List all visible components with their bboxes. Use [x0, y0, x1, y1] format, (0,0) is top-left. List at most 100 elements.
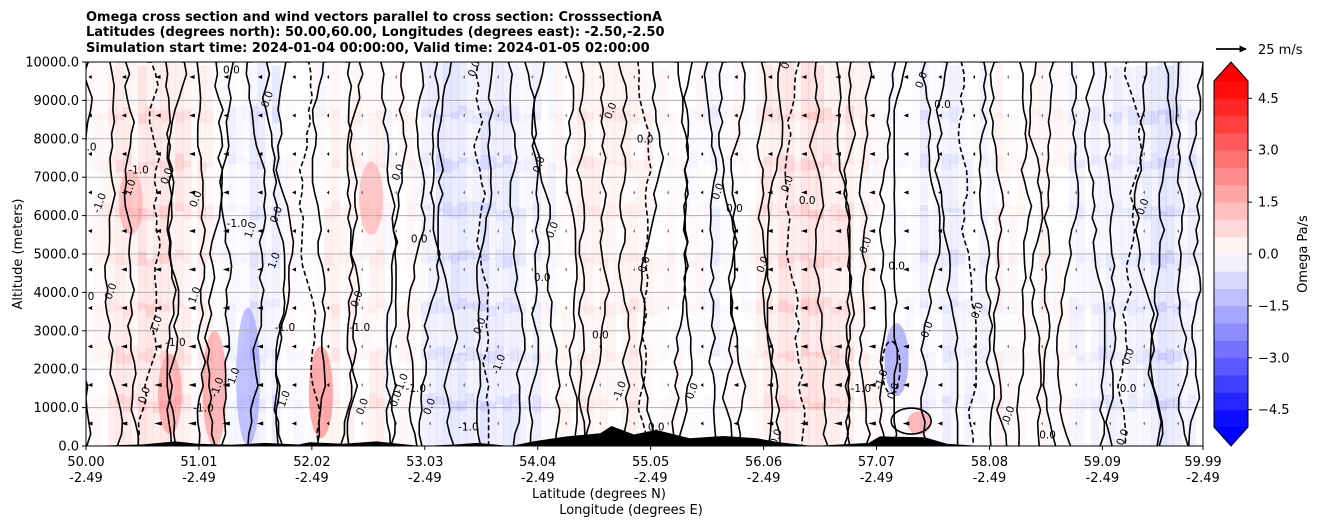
- omega-fill-cell: [1031, 108, 1040, 167]
- omega-fill-cell: [331, 258, 340, 317]
- omega-fill-cell: [763, 107, 772, 166]
- wind-vector: [869, 190, 875, 195]
- wind-vector: [667, 152, 669, 156]
- omega-fill-cell: [942, 395, 951, 446]
- contour-line: [677, 62, 694, 446]
- omega-fill-cell: [577, 305, 586, 363]
- contour-labels: 0.0-1.01.0-1.0 0.00.0-1.01.00.00.0 0.0-1.0…: [86, 62, 1152, 446]
- omega-fill-cell: [815, 402, 824, 446]
- omega-fill-cell: [905, 156, 913, 214]
- omega-fill-cell: [584, 305, 594, 364]
- omega-fill-cell: [778, 154, 787, 213]
- wind-vector: [497, 267, 499, 272]
- omega-fill-cell: [994, 351, 1003, 410]
- wind-vector: [734, 229, 738, 233]
- wind-vector: [700, 306, 704, 310]
- omega-fill-cell: [756, 202, 765, 261]
- omega-fill-cell: [324, 304, 333, 363]
- omega-fill-cell: [182, 394, 191, 446]
- omega-fill-cell: [383, 354, 393, 413]
- omega-fill-cell: [555, 158, 563, 216]
- omega-fill-cell: [123, 354, 132, 413]
- wind-vector: [531, 152, 533, 156]
- omega-fill-cell: [949, 249, 958, 308]
- omega-fill-cell: [1158, 157, 1167, 216]
- omega-fill-cell: [428, 202, 437, 261]
- omega-fill-cell: [295, 63, 303, 121]
- omega-fill-cell: [257, 111, 266, 170]
- omega-fill-cell: [145, 62, 154, 117]
- omega-fill-cell: [622, 354, 631, 413]
- wind-vector: [155, 113, 161, 118]
- omega-fill-cell: [101, 61, 109, 119]
- wind-vector: [292, 113, 296, 118]
- wind-vector: [633, 190, 635, 195]
- omega-fill-cell: [823, 297, 832, 355]
- omega-fill-cell: [607, 105, 616, 164]
- wind-vector: [291, 421, 297, 426]
- chart-title: Omega cross section and wind vectors par…: [86, 10, 665, 56]
- omega-fill-cell: [830, 256, 839, 315]
- omega-fill-cell: [503, 210, 512, 269]
- contour-label: 0.0: [1120, 383, 1137, 395]
- omega-fill-cell: [175, 153, 184, 212]
- wind-vector: [565, 229, 567, 233]
- wind-vector: [972, 229, 976, 233]
- omega-fill-cell: [167, 253, 177, 312]
- wind-vector: [531, 190, 533, 195]
- wind-vector: [188, 383, 196, 387]
- omega-fill-cell: [376, 250, 385, 308]
- omega-fill-cell: [1136, 306, 1145, 365]
- omega-fill-cell: [584, 62, 594, 121]
- omega-fill-cell: [93, 255, 101, 313]
- wind-vector: [463, 113, 465, 118]
- omega-feature: [202, 330, 227, 446]
- omega-fill-cell: [1158, 210, 1167, 269]
- omega-fill-cell: [659, 253, 667, 311]
- wind-vector: [734, 75, 738, 79]
- omega-fill-cell: [1158, 254, 1167, 313]
- colorbar-level: [1214, 340, 1248, 359]
- colorbar-level: [1214, 81, 1248, 99]
- omega-fill-cell: [1158, 352, 1167, 411]
- wind-vector: [565, 383, 567, 387]
- quiver-key: 25 m/s: [1216, 43, 1303, 58]
- omega-fill-cell: [1017, 106, 1025, 164]
- omega-fill-cell: [711, 250, 720, 309]
- wind-vector: [497, 75, 499, 79]
- wind-vector: [734, 152, 738, 156]
- omega-fill-cell: [138, 251, 147, 310]
- wind-vector: [973, 75, 975, 79]
- omega-fill-cell: [1076, 304, 1085, 363]
- omega-fill-cell: [153, 253, 162, 312]
- colorbar-ticks: 4.5 3.0 1.5 0.0 −1.5 −3.0 −4.5: [1248, 92, 1290, 418]
- omega-fill-cell: [994, 254, 1003, 313]
- wind-vector: [767, 344, 773, 349]
- omega-fill-cell: [488, 401, 497, 446]
- omega-fill-cell: [584, 256, 594, 315]
- contour-line: [346, 62, 364, 446]
- omega-fill-cell: [845, 105, 854, 164]
- omega-fill-cell: [964, 159, 973, 218]
- omega-fill-cell: [949, 351, 958, 410]
- omega-fill-cell: [830, 345, 839, 404]
- omega-fill-cell: [800, 397, 810, 446]
- wind-vector: [869, 75, 875, 79]
- y-tick-label: 4000.0: [34, 286, 80, 301]
- contour-label: 0.0: [885, 381, 902, 401]
- wind-vector: [767, 113, 773, 118]
- omega-fill-cell: [160, 63, 169, 122]
- wind-vector: [701, 75, 703, 79]
- omega-fill-cell: [160, 205, 169, 264]
- omega-fill-cell: [1128, 160, 1137, 219]
- wind-vector: [1007, 75, 1009, 79]
- omega-fill-cell: [1173, 303, 1182, 362]
- omega-fill-cell: [1180, 299, 1189, 358]
- contour-line: [1149, 62, 1173, 446]
- omega-fill-cell: [994, 397, 1003, 446]
- omega-fill-cell: [860, 353, 869, 412]
- wind-vector: [121, 267, 127, 272]
- contour-label: 0.0: [103, 281, 120, 301]
- wind-vector: [938, 113, 942, 118]
- contour-label: -1.0: [458, 422, 479, 434]
